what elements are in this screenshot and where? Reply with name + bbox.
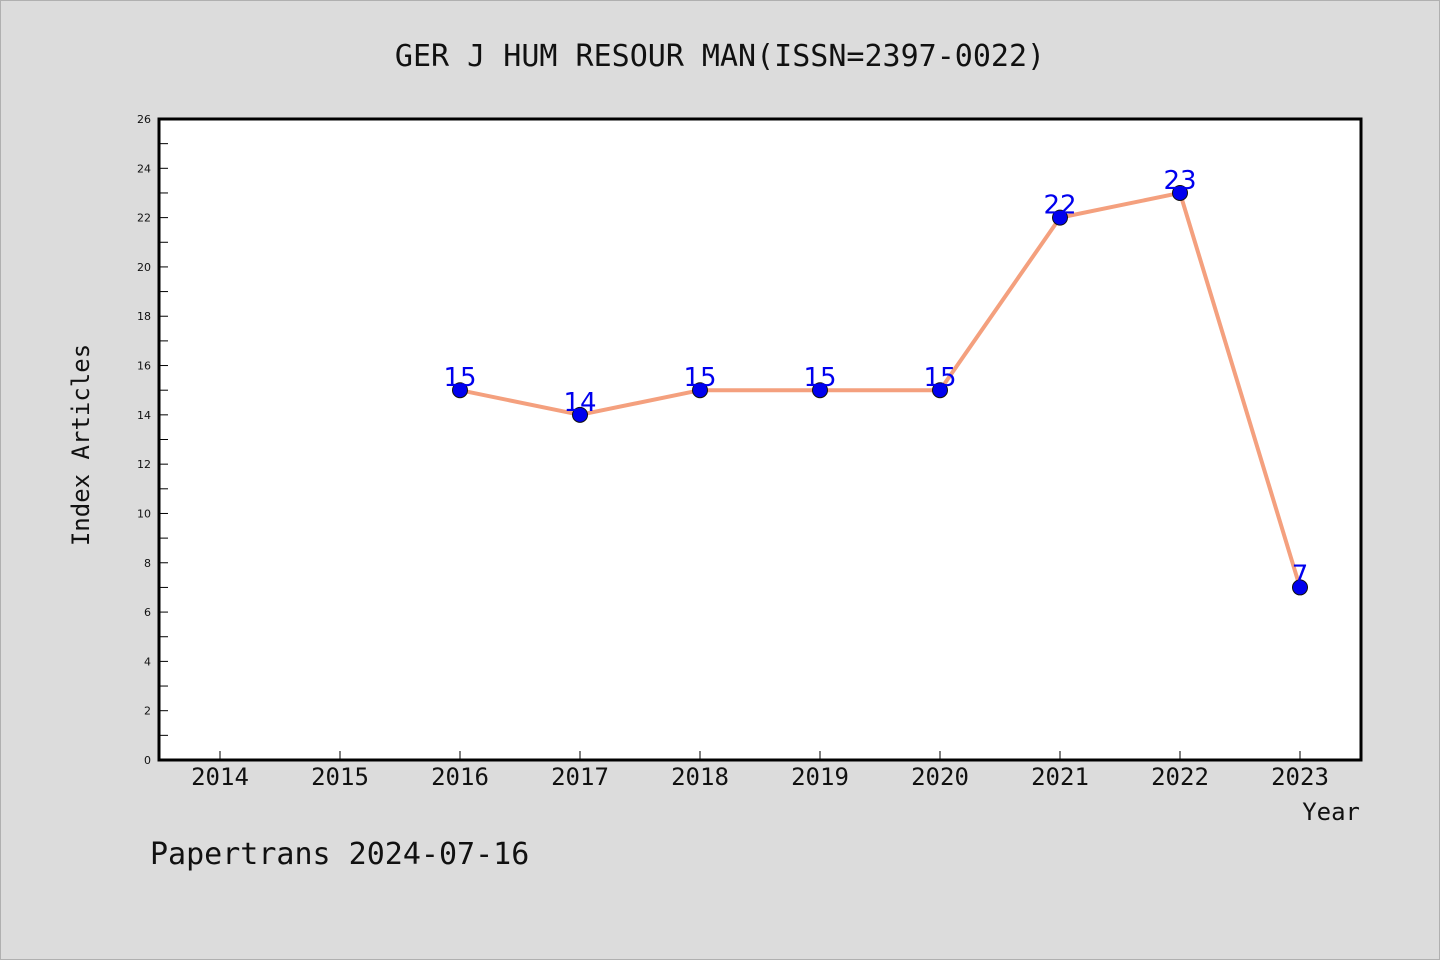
y-tick-label: 22 (137, 212, 151, 225)
y-tick-label: 18 (137, 310, 151, 323)
data-label: 15 (683, 363, 716, 393)
y-tick-label: 8 (144, 557, 151, 570)
data-label: 7 (1292, 560, 1309, 590)
y-tick-label: 12 (137, 458, 151, 471)
data-point (812, 382, 828, 399)
y-tick-label: 4 (144, 655, 151, 668)
x-tick-label: 2020 (911, 763, 969, 791)
x-tick-label: 2021 (1031, 763, 1089, 791)
data-point (1172, 184, 1188, 201)
data-label-group: 15 14 15 15 15 22 23 7 (443, 166, 1308, 590)
y-tick-label: 14 (137, 409, 151, 422)
x-axis: 2014 2015 2016 2017 2018 2019 2020 2021 2022 2023 (191, 751, 1329, 791)
data-point (452, 382, 468, 399)
data-label: 23 (1163, 166, 1196, 196)
footer-credit: Papertrans 2024-07-16 (150, 837, 529, 872)
y-tick-label: 6 (144, 606, 151, 619)
data-point (932, 382, 948, 399)
data-label: 14 (563, 388, 596, 418)
plot-area (157, 117, 1363, 762)
x-tick-label: 2014 (191, 763, 249, 791)
data-label: 15 (923, 363, 956, 393)
y-tick-label: 0 (144, 754, 151, 767)
data-point (1292, 579, 1308, 596)
y-tick-label: 2 (144, 705, 151, 718)
series-line (459, 190, 1302, 589)
x-tick-label: 2019 (791, 763, 849, 791)
y-tick-label: 16 (137, 360, 151, 373)
y-tick-label: 10 (137, 507, 151, 520)
data-point (572, 406, 588, 423)
x-tick-label: 2018 (671, 763, 729, 791)
data-point (692, 382, 708, 399)
data-point (1052, 209, 1068, 226)
x-tick-label: 2023 (1271, 763, 1329, 791)
data-label: 15 (443, 363, 476, 393)
marker-group (452, 184, 1308, 596)
chart-title: GER J HUM RESOUR MAN(ISSN=2397-0022) (395, 39, 1045, 74)
y-tick-label: 24 (137, 162, 151, 175)
x-tick-label: 2022 (1151, 763, 1209, 791)
series-line-group (459, 190, 1302, 589)
x-tick-label: 2017 (551, 763, 609, 791)
x-axis-label: Year (1302, 798, 1360, 826)
y-axis-label: Index Articles (67, 344, 95, 546)
y-tick-label: 20 (137, 261, 151, 274)
y-tick-label: 26 (137, 113, 151, 126)
data-label: 15 (803, 363, 836, 393)
data-label: 22 (1043, 191, 1076, 221)
x-tick-label: 2016 (431, 763, 489, 791)
x-tick-label: 2015 (311, 763, 369, 791)
